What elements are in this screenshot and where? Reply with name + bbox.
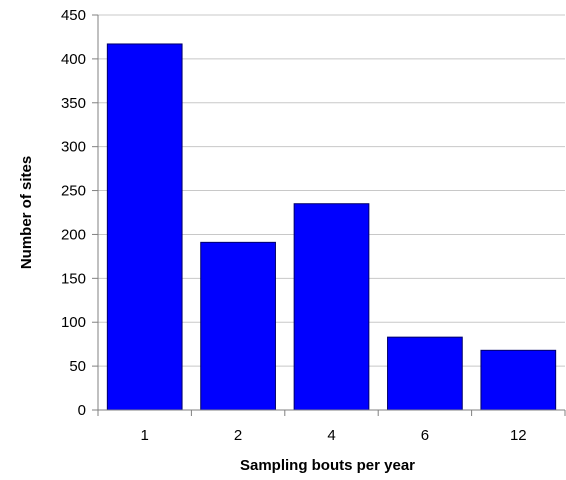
y-tick-label: 450: [61, 7, 86, 24]
x-tick-label: 2: [234, 427, 242, 444]
y-axis-title: Number of sites: [18, 156, 35, 269]
bar-4: [293, 203, 370, 411]
y-tick-label: 50: [69, 358, 86, 375]
y-tick-label: 300: [61, 139, 86, 156]
x-axis-title: Sampling bouts per year: [240, 457, 415, 474]
y-tick-label: 350: [61, 95, 86, 112]
y-tick-label: 100: [61, 314, 86, 331]
y-tick-label: 400: [61, 51, 86, 68]
x-tick-label: 12: [510, 427, 527, 444]
y-tick-label: 150: [61, 270, 86, 287]
x-tick-label: 1: [141, 427, 149, 444]
bar-1: [106, 43, 183, 411]
y-tick-label: 0: [78, 402, 86, 419]
y-tick-label: 200: [61, 226, 86, 243]
bar-12: [480, 349, 557, 411]
x-tick-labels: 1 2 4 6 12: [97, 410, 566, 444]
x-tick-label: 6: [421, 427, 429, 444]
x-tick-label: 4: [327, 427, 335, 444]
axes: [97, 15, 565, 411]
bar-2: [200, 241, 276, 411]
bar-series: [106, 43, 557, 411]
y-tick-labels: 0 50 100 150 200 250 300 350 400 450: [61, 7, 98, 419]
bar-6: [387, 336, 463, 411]
y-tick-label: 250: [61, 183, 86, 200]
